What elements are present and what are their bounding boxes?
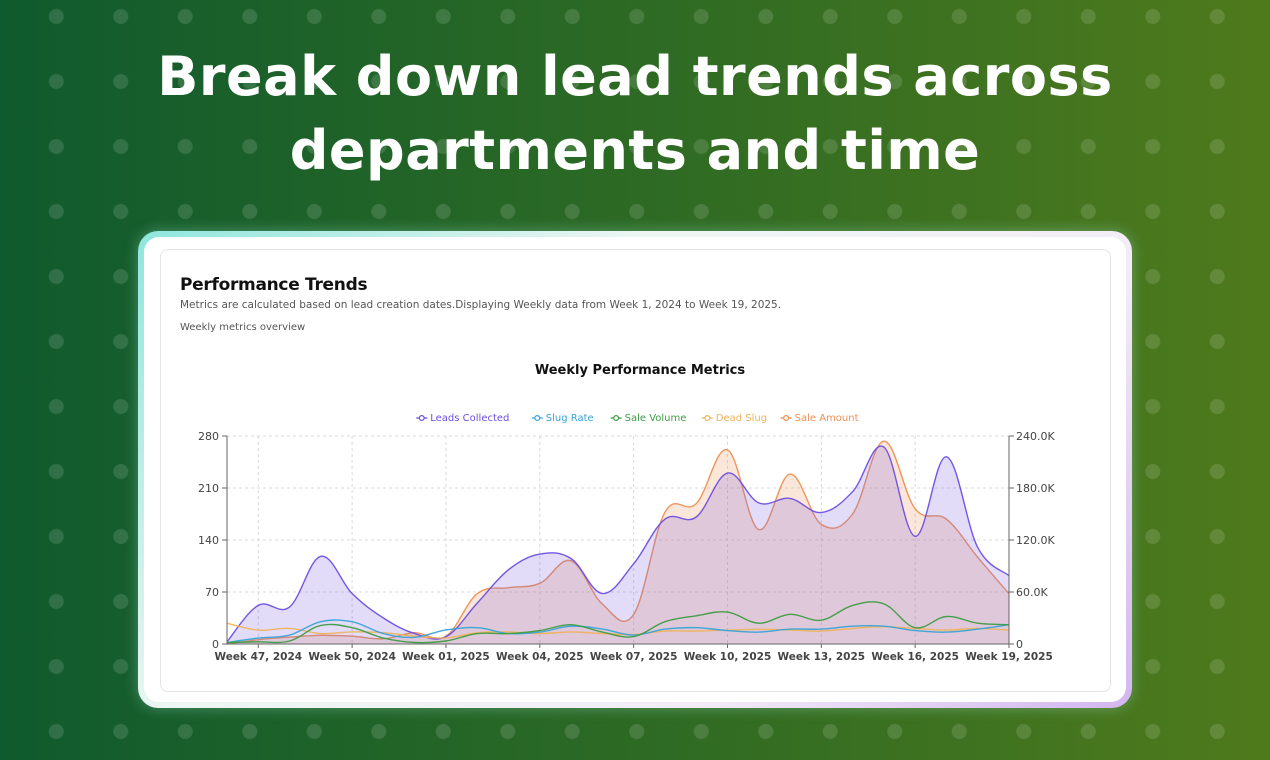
series-line-sale-amount [226,440,1010,645]
y-right-tick-label: 0 [1016,638,1023,651]
screenshot-frame-inner: Performance Trends Metrics are calculate… [144,237,1126,702]
x-tick-label: Week 04, 2025 [496,651,584,663]
legend-label: Sale Volume [625,413,687,424]
legend-marker-4 [783,415,790,422]
legend-marker-1 [534,415,541,422]
weekly-performance-chart[interactable]: Weekly Performance Metrics Leads Collecte… [161,250,1110,691]
y-left-tick-label: 70 [205,586,219,599]
x-tick-label: Week 13, 2025 [778,651,866,663]
legend-label: Slug Rate [546,413,594,424]
card-subtitle: Weekly metrics overview [180,322,306,333]
legend-marker-3 [704,415,711,422]
headline-line-2: departments and time [289,119,981,182]
series-area-sale-amount [227,441,1009,644]
legend-label: Leads Collected [430,413,509,424]
x-tick-label: Week 19, 2025 [965,651,1053,663]
x-tick-label: Week 50, 2024 [308,651,396,663]
x-tick-label: Week 07, 2025 [590,651,678,663]
x-tick-label: Week 16, 2025 [871,651,959,663]
legend-label: Sale Amount [795,413,859,424]
headline: Break down lead trends across department… [0,40,1270,188]
series-area-leads-collected [227,446,1009,644]
card-description: Metrics are calculated based on lead cre… [180,299,782,311]
legend-marker-2 [613,415,620,422]
screenshot-frame: Performance Trends Metrics are calculate… [138,231,1132,708]
y-right-tick-label: 60.0K [1016,586,1048,599]
y-left-tick-label: 280 [198,430,219,443]
x-tick-label: Week 47, 2024 [214,651,302,663]
y-right-tick-label: 180.0K [1016,482,1055,495]
card-title: Performance Trends [180,275,368,295]
y-right-tick-label: 120.0K [1016,534,1055,547]
y-right-tick-label: 240.0K [1016,430,1055,443]
y-left-tick-label: 140 [198,534,219,547]
x-tick-label: Week 10, 2025 [684,651,772,663]
x-tick-label: Week 01, 2025 [402,651,490,663]
performance-trends-card: Performance Trends Metrics are calculate… [160,249,1111,692]
series-line-slug-rate [226,619,1010,644]
y-left-tick-label: 0 [212,638,219,651]
series-line-leads-collected [226,445,1010,643]
headline-line-1: Break down lead trends across [157,45,1113,108]
y-left-tick-label: 210 [198,482,219,495]
chart-title: Weekly Performance Metrics [535,363,746,378]
series-line-sale-volume [226,601,1010,644]
legend-marker-0 [418,415,425,422]
legend-label: Dead Slug [716,413,767,424]
